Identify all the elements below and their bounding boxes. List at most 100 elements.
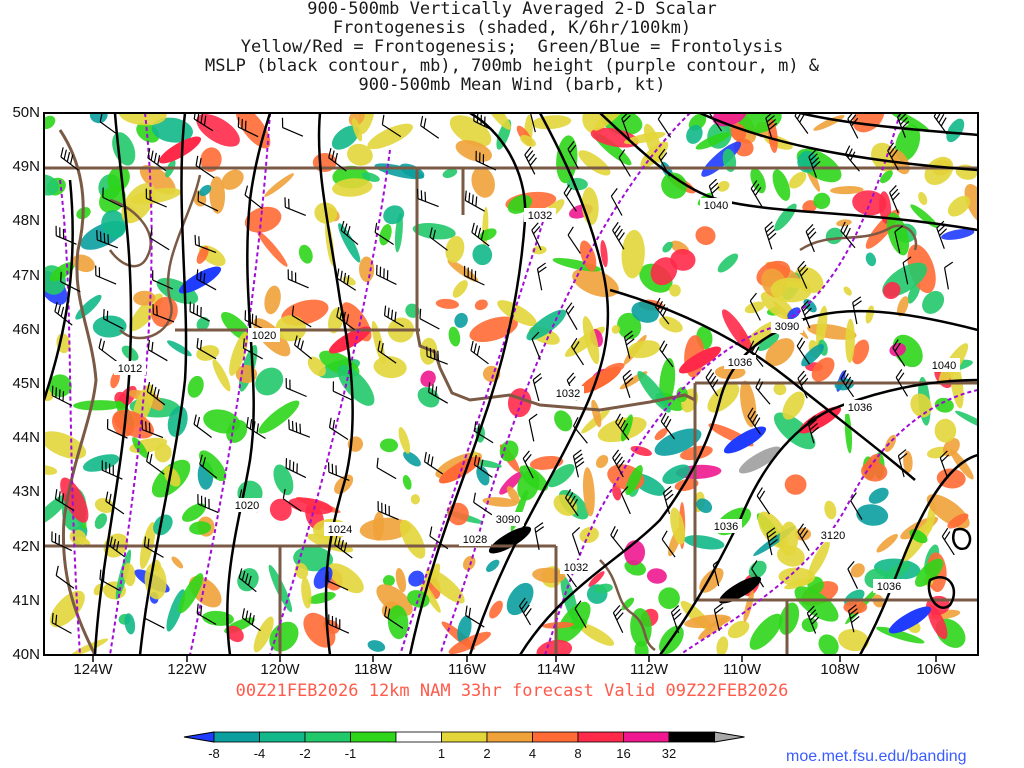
wind-barb — [524, 146, 537, 175]
wind-barb — [936, 220, 948, 249]
frontogenesis-cell — [94, 513, 108, 529]
frontogenesis-cell — [695, 132, 730, 150]
wind-barb — [622, 369, 634, 398]
wind-barb — [102, 308, 124, 330]
site-credit-link[interactable]: moe.met.fsu.edu/banding — [786, 748, 967, 766]
wind-barb — [381, 114, 402, 138]
frontogenesis-cell — [472, 244, 493, 266]
frontogenesis-cell — [662, 464, 690, 485]
frontogenesis-cell — [337, 365, 375, 406]
frontogenesis-cell — [123, 562, 136, 587]
frontogenesis-cell — [264, 285, 281, 315]
wind-barb — [618, 149, 631, 177]
frontogenesis-cell — [698, 616, 729, 640]
frontogenesis-cell — [553, 494, 578, 516]
frontogenesis-cell — [376, 584, 413, 616]
latitude-label: 45N — [12, 375, 40, 392]
contour-label-bg — [231, 498, 263, 512]
wind-barb — [894, 225, 904, 254]
frontogenesis-cell — [342, 276, 356, 286]
frontogenesis-cell — [257, 230, 288, 267]
wind-barb — [429, 526, 449, 550]
frontogenesis-cell — [659, 316, 683, 333]
wind-barb — [840, 370, 855, 398]
frontogenesis-cell — [861, 461, 888, 482]
frontogenesis-cell — [595, 454, 609, 469]
wind-barb — [796, 337, 810, 365]
frontogenesis-cell — [332, 178, 373, 197]
frontogenesis-cell — [882, 281, 901, 300]
frontogenesis-cell — [617, 312, 642, 340]
frontogenesis-cell — [824, 500, 837, 520]
frontogenesis-cell — [476, 465, 490, 486]
frontogenesis-cell — [670, 507, 686, 545]
wind-barb — [756, 487, 770, 515]
wind-barb — [288, 419, 311, 438]
colorbar-label: -4 — [253, 746, 266, 761]
frontogenesis-cell — [76, 536, 91, 546]
frontogenesis-cell — [947, 195, 971, 217]
wind-barb — [573, 417, 588, 444]
frontogenesis-core — [328, 326, 372, 354]
wind-barb — [146, 381, 166, 406]
frontogenesis-cell — [757, 333, 780, 352]
wind-barb — [238, 568, 257, 593]
frontogenesis-cell — [73, 400, 123, 411]
frontogenesis-cell — [361, 172, 380, 182]
colorbar-label: -1 — [344, 746, 357, 761]
frontogenesis-cell — [811, 357, 835, 382]
wind-barb — [755, 378, 771, 405]
wind-barb — [705, 368, 719, 397]
frontogenesis-cell — [244, 206, 282, 233]
frontogenesis-cell — [620, 414, 633, 442]
wind-barb — [536, 262, 547, 291]
contour-label-bg — [928, 358, 960, 372]
wind-barb — [518, 597, 532, 626]
frontogenesis-cell — [471, 166, 495, 198]
frontogenesis-cell — [445, 235, 465, 263]
frontogenesis-cell — [924, 156, 954, 186]
title-line-1: 900-500mb Vertically Averaged 2-D Scalar — [307, 0, 717, 19]
wind-barb — [766, 527, 778, 556]
frontogenesis-cell — [328, 307, 344, 334]
longitude-label: 116W — [447, 661, 487, 678]
frontogenesis-cell — [936, 468, 966, 489]
frontogenesis-cell — [646, 568, 667, 584]
latitude-label: 42N — [12, 537, 40, 555]
frontogenesis-cell — [506, 486, 520, 504]
wind-barb — [420, 115, 440, 139]
wind-barb — [806, 605, 820, 634]
wind-barb — [713, 603, 724, 632]
wind-barb — [105, 491, 125, 515]
frontogenesis-cell — [830, 186, 864, 195]
frontogenesis-cell — [454, 312, 468, 328]
wind-barb — [531, 331, 541, 360]
wind-barb — [807, 415, 820, 444]
wind-barb — [383, 305, 404, 328]
wind-barb — [889, 185, 900, 214]
colorbar-bin — [213, 731, 260, 743]
frontogenesis-cell — [865, 252, 877, 267]
frontogenesis-cell — [196, 113, 240, 147]
frontogenesis-cell — [462, 555, 476, 571]
frontogenesis-cell — [457, 615, 472, 644]
frontogenesis-cell — [903, 450, 913, 473]
mslp-contour-label: 1032 — [556, 388, 580, 400]
mslp-contour-label: 1024 — [328, 524, 352, 536]
wind-barb — [797, 523, 810, 552]
frontogenesis-cell — [447, 259, 479, 283]
wind-barb — [102, 187, 123, 208]
map-frame — [43, 112, 979, 656]
frontogenesis-cell — [578, 623, 615, 646]
frontogenesis-cell — [420, 370, 436, 387]
wind-barb — [340, 220, 359, 246]
wind-barb — [60, 271, 81, 293]
frontogenesis-cell — [845, 318, 855, 363]
contour-label-bg — [552, 386, 584, 400]
frontogenesis-cell — [107, 165, 130, 192]
wind-barb — [850, 492, 863, 520]
contour-label-bg — [724, 355, 756, 369]
wind-barb — [658, 148, 671, 177]
height-contour-label: 3090 — [496, 514, 520, 526]
